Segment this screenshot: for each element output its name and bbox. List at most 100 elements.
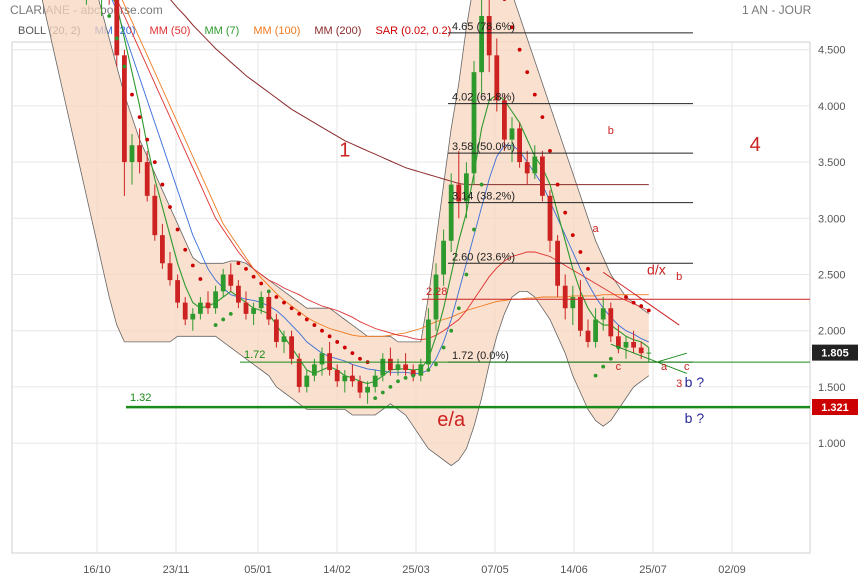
candle-body: [448, 184, 454, 241]
candle-body: [228, 274, 234, 286]
sar-dot: [266, 289, 271, 294]
sar-dot: [152, 160, 157, 165]
x-tick-label: 05/01: [244, 564, 272, 576]
y-tick-label: 2.500: [818, 270, 846, 282]
candle-body: [570, 296, 576, 309]
sar-dot: [593, 373, 598, 378]
sar-dot: [312, 323, 317, 327]
sar-dot: [472, 227, 476, 232]
candle-body: [410, 370, 416, 376]
wave-label: c: [684, 361, 690, 373]
candle-body: [395, 364, 401, 371]
candle-body: [327, 353, 332, 371]
wave-label: a: [661, 361, 668, 373]
candle-body: [182, 302, 188, 320]
candle-body: [608, 308, 614, 337]
candle-body: [638, 347, 644, 354]
candle-body: [517, 128, 522, 163]
candle-body: [289, 336, 294, 359]
last-price-tag: [812, 344, 858, 361]
wave-label: b: [676, 271, 682, 283]
candle-body: [540, 156, 545, 196]
sar-dot: [532, 92, 537, 97]
legend-item: MM (7): [204, 25, 240, 37]
sar-dot: [114, 36, 119, 41]
candle-body: [198, 302, 203, 314]
candle-body: [236, 285, 241, 303]
candle-body: [281, 336, 287, 342]
candle-body: [456, 184, 462, 202]
sar-dot: [130, 92, 134, 97]
candle-body: [623, 341, 629, 348]
sar-dot: [228, 311, 233, 316]
candle-body: [342, 375, 348, 382]
sar-dot: [221, 317, 226, 322]
candle-body: [137, 145, 142, 163]
sar-dot: [646, 308, 651, 313]
sar-dot: [403, 376, 408, 380]
x-tick-label: 16/10: [83, 564, 111, 576]
legend-item: MM (50): [149, 25, 191, 37]
y-tick-label: 5.000: [818, 0, 846, 1]
fib-label: 4.65 (78.6%): [452, 21, 515, 33]
candle-body: [114, 0, 120, 56]
sar-dot: [251, 274, 256, 279]
candle-body: [524, 162, 530, 174]
candle-body: [152, 195, 158, 236]
candle-body: [494, 55, 500, 101]
sar-dot: [555, 182, 560, 187]
candle-body: [646, 352, 652, 354]
sar-dot: [396, 379, 400, 384]
x-tick-label: 14/06: [560, 564, 588, 576]
sar-dot: [244, 266, 248, 271]
candle-body: [220, 274, 226, 292]
sar-dot: [198, 277, 203, 281]
candle-body: [122, 55, 127, 163]
fib-label: 2.60 (23.6%): [452, 251, 515, 263]
sar-dot: [525, 70, 530, 75]
sar-dot: [335, 340, 340, 344]
candle-body: [372, 375, 378, 387]
sar-dot: [570, 233, 575, 238]
candle-body: [304, 375, 310, 387]
candle-body: [296, 358, 302, 387]
candle-body: [190, 313, 196, 320]
wave-label: a: [593, 223, 600, 235]
y-tick-label: 4.000: [818, 101, 846, 113]
sar-dot: [274, 295, 279, 299]
candle-body: [213, 291, 218, 309]
y-tick-label: 4.500: [818, 45, 846, 57]
candle-body: [319, 353, 325, 365]
sar-dot: [563, 210, 568, 215]
candle-body: [479, 15, 484, 73]
candle-body: [486, 15, 492, 56]
sar-dot: [137, 115, 142, 120]
candle-body: [205, 302, 211, 309]
ma100-line: [121, 0, 649, 337]
last-price-label: 1.805: [821, 348, 849, 360]
sar-dot: [380, 390, 385, 395]
ma50-line: [116, 0, 649, 341]
sar-dot: [426, 368, 431, 372]
candle-body: [160, 235, 165, 264]
wave-label: d/x: [647, 262, 666, 278]
candle-body: [578, 296, 583, 331]
candle-body: [547, 195, 553, 241]
sar-dot: [342, 345, 347, 350]
level-label: 2.28: [426, 286, 447, 298]
level-label: 1.72: [244, 349, 265, 361]
candle-body: [631, 341, 636, 348]
candle-body: [129, 145, 135, 163]
candle-body: [403, 364, 408, 371]
sar-dot: [388, 385, 393, 389]
sar-dot: [624, 295, 628, 299]
legend-item: MM (100): [253, 25, 301, 37]
sar-dot: [517, 47, 522, 52]
sar-dot: [586, 266, 590, 271]
candle-body: [532, 156, 538, 174]
candle-body: [365, 386, 370, 393]
candle-body: [593, 319, 598, 342]
wave-label: e/a: [437, 409, 466, 431]
